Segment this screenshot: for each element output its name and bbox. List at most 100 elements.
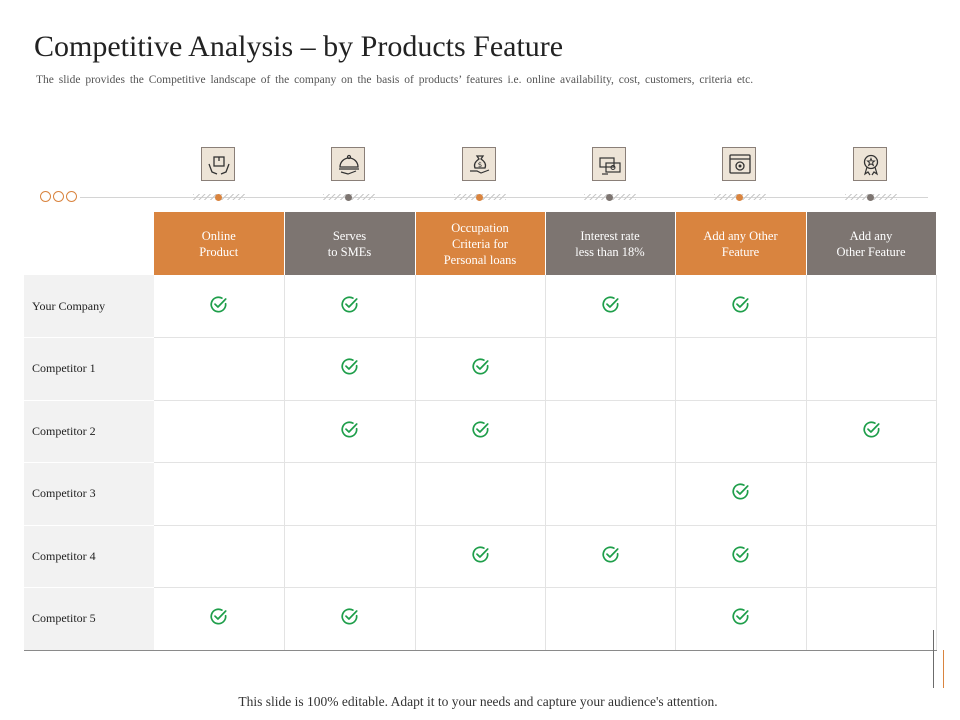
page-subtitle: The slide provides the Competitive lands… <box>36 74 754 86</box>
table-body: Your Company Competitor 1 Competitor 2 Comp… <box>24 275 937 651</box>
timeline-dot <box>215 194 222 201</box>
decorative-line <box>943 650 944 688</box>
table-cell <box>284 525 416 588</box>
row-label: Competitor 3 <box>24 462 154 526</box>
column-header-line: Interest rate <box>580 228 640 243</box>
table-cell <box>675 337 807 401</box>
column-header-line: Online <box>201 228 236 243</box>
feature-icon-column <box>714 147 766 205</box>
feature-icon-column <box>584 147 636 205</box>
table-row: Your Company <box>24 275 937 338</box>
feature-icon-column: $ <box>454 147 506 205</box>
timeline-dot <box>476 194 483 201</box>
table-cell <box>545 337 676 401</box>
table-cell <box>545 462 676 526</box>
table-cell <box>675 587 807 651</box>
table-corner <box>24 212 154 275</box>
timeline-dot <box>736 194 743 201</box>
column-header-line: Occupation <box>451 220 509 235</box>
timeline-dot <box>606 194 613 201</box>
checkmark-icon <box>210 608 227 625</box>
feature-icon-box: $ <box>462 147 496 181</box>
table-cell <box>806 400 937 463</box>
checkmark-icon <box>601 295 619 312</box>
column-header-line: to SMEs <box>327 244 372 259</box>
column-header-label: Occupation Criteria for Personal loans <box>444 220 517 268</box>
decorative-circles <box>40 191 77 202</box>
table-cell <box>545 525 676 588</box>
table-cell <box>415 525 546 588</box>
table-cell <box>806 337 937 401</box>
table-cell <box>154 587 285 651</box>
checkmark-icon <box>341 608 358 625</box>
row-label: Competitor 5 <box>24 587 154 651</box>
column-header-line: Personal loans <box>443 252 517 267</box>
svg-text:$: $ <box>478 161 482 169</box>
row-label: Competitor 4 <box>24 525 154 588</box>
circle-icon <box>53 191 64 202</box>
table-row: Competitor 4 <box>24 525 937 588</box>
column-header: Interest rate less than 18% <box>545 212 676 275</box>
table-cell <box>675 525 807 588</box>
table-cell <box>154 400 285 463</box>
column-header: Add any Other Feature <box>806 212 937 275</box>
checkmark-icon <box>471 358 489 375</box>
row-label: Your Company <box>24 275 154 338</box>
table-row: Competitor 3 <box>24 462 937 526</box>
checkmark-icon <box>862 421 880 438</box>
table-cell <box>415 337 546 401</box>
table-row: Competitor 5 <box>24 587 937 651</box>
column-header-line: Add any Other <box>703 228 778 243</box>
column-header: Add any Other Feature <box>675 212 807 275</box>
checkmark-icon <box>732 608 749 625</box>
checkmark-icon <box>341 421 358 438</box>
cash-stack-icon <box>599 157 621 175</box>
table-cell <box>154 275 285 338</box>
column-header-line: Serves <box>332 228 367 243</box>
column-header: Serves to SMEs <box>284 212 416 275</box>
column-header-line: Product <box>199 244 239 259</box>
checkmark-icon <box>732 546 749 563</box>
feature-icon-box <box>331 147 365 181</box>
column-header-line: Add any <box>849 228 893 243</box>
feature-icon-column <box>193 147 245 205</box>
table-cell <box>415 275 546 338</box>
checkmark-icon <box>732 295 749 312</box>
page-title: Competitive Analysis – by Products Featu… <box>34 30 564 63</box>
table-cell <box>415 462 546 526</box>
feature-icon-column <box>845 147 897 205</box>
table-cell <box>284 587 416 651</box>
footer-note: This slide is 100% editable. Adapt it to… <box>238 694 718 709</box>
column-header-line: less than 18% <box>575 244 645 259</box>
feature-icon-box <box>201 147 235 181</box>
checkmark-icon <box>471 421 489 438</box>
table-cell <box>806 587 937 651</box>
table-cell <box>154 525 285 588</box>
feature-icon-box <box>853 147 887 181</box>
table-cell <box>284 400 416 463</box>
checkmark-icon <box>341 358 358 375</box>
table-cell <box>415 587 546 651</box>
circle-icon <box>66 191 77 202</box>
table-cell <box>545 275 676 338</box>
column-header-line: Criteria for <box>452 236 508 251</box>
table-cell <box>415 400 546 463</box>
column-header: Online Product <box>154 212 285 275</box>
table-cell <box>284 275 416 338</box>
decorative-line <box>933 630 934 688</box>
column-header-line: Feature <box>721 244 760 259</box>
table-cell <box>545 400 676 463</box>
table-cell <box>806 462 937 526</box>
checkmark-icon <box>601 546 619 563</box>
timeline-dot <box>867 194 874 201</box>
column-header: Occupation Criteria for Personal loans <box>415 212 546 275</box>
feature-icon-box <box>722 147 756 181</box>
table-cell <box>154 462 285 526</box>
timeline-dot <box>345 194 352 201</box>
table-cell <box>284 337 416 401</box>
table-cell <box>545 587 676 651</box>
table-cell <box>806 525 937 588</box>
table-cell <box>154 337 285 401</box>
table-cell <box>675 462 807 526</box>
table-cell <box>675 275 807 338</box>
